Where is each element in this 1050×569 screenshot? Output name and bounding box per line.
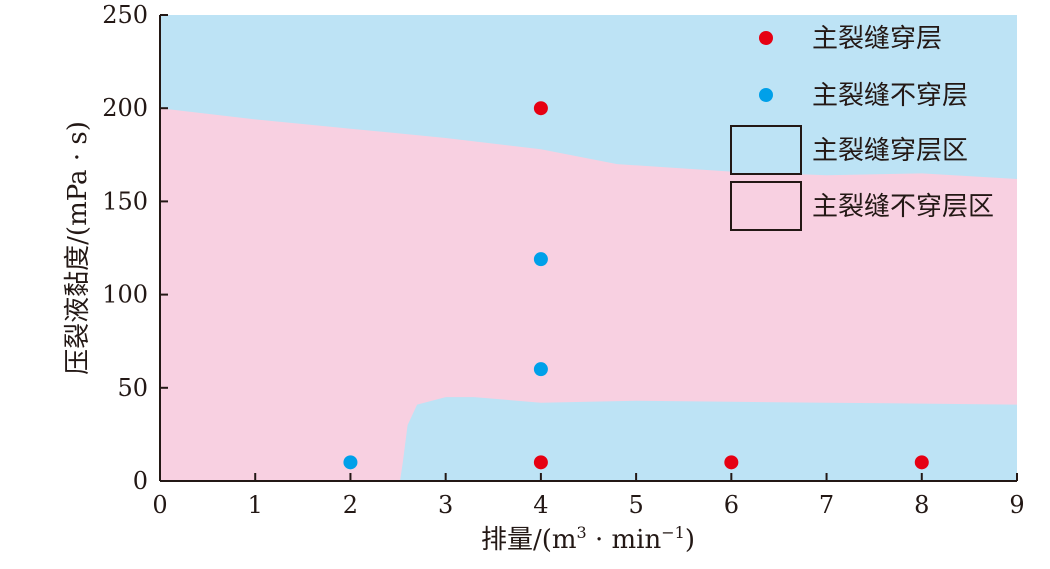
legend-swatch	[730, 125, 802, 175]
point-crossing	[533, 455, 548, 470]
x-axis-title-mid: · min	[587, 525, 662, 555]
x-tick-label: 7	[819, 491, 834, 519]
x-axis-title-base: 排量/(m	[481, 525, 577, 555]
point-crossing	[914, 455, 929, 470]
x-tick-label: 4	[533, 491, 548, 519]
point-not-crossing	[533, 362, 548, 377]
data-points	[343, 101, 929, 470]
y-axis-title: 压裂液黏度/(mPa · s)	[63, 121, 93, 375]
x-tick-label: 8	[914, 491, 929, 519]
point-crossing	[724, 455, 739, 470]
legend-swatch	[730, 181, 802, 231]
y-tick-label: 0	[133, 467, 148, 495]
x-tick-label: 6	[724, 491, 739, 519]
x-tick-label: 9	[1009, 491, 1024, 519]
legend-marker	[759, 31, 773, 45]
x-tick-label: 1	[248, 491, 263, 519]
x-axis-title-sup2: −1	[661, 523, 685, 542]
legend-marker	[759, 88, 773, 102]
y-tick-label: 200	[102, 94, 148, 122]
legend-label: 主裂缝穿层区	[812, 136, 968, 166]
plot-area	[160, 15, 1017, 481]
y-tick-label: 50	[117, 374, 148, 402]
point-crossing	[533, 101, 548, 116]
x-tick-label: 5	[628, 491, 643, 519]
x-axis-title: 排量/(m3 · min−1)	[481, 523, 695, 555]
legend-label: 主裂缝不穿层	[812, 81, 968, 111]
point-not-crossing	[533, 252, 548, 267]
legend-label: 主裂缝不穿层区	[812, 192, 994, 222]
region-fracture-not-crossing-area	[160, 108, 1017, 481]
x-axis-title-sup1: 3	[577, 523, 587, 542]
ticks: 0 1 2 3 4 5 6 7 8 9 0 50 100 150 200 250	[102, 1, 1024, 519]
x-tick-label: 0	[152, 491, 167, 519]
y-tick-label: 250	[102, 1, 148, 29]
y-tick-label: 150	[102, 187, 148, 215]
x-tick-label: 2	[343, 491, 358, 519]
legend-label: 主裂缝穿层	[812, 24, 942, 54]
x-axis-title-end: )	[685, 525, 695, 555]
axes	[159, 15, 1017, 482]
y-tick-label: 100	[102, 281, 148, 309]
x-tick-label: 3	[438, 491, 453, 519]
point-not-crossing	[343, 455, 358, 470]
